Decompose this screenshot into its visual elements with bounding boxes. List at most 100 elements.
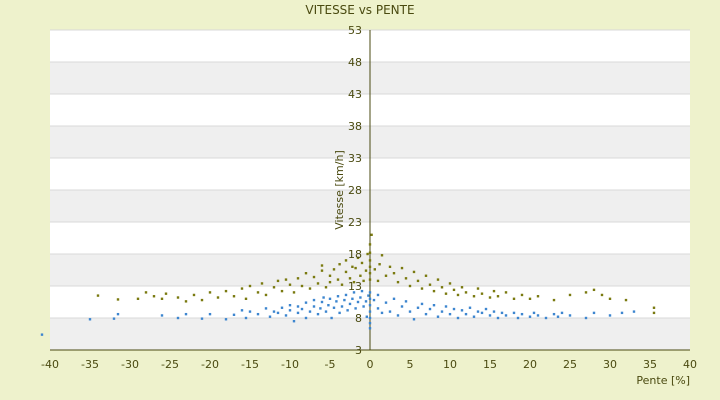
scatter-point <box>248 284 252 288</box>
scatter-point <box>592 311 596 315</box>
scatter-point <box>296 311 300 315</box>
scatter-point <box>356 300 360 304</box>
scatter-point <box>412 270 416 274</box>
scatter-point <box>200 317 204 320</box>
scatter-point <box>368 251 372 254</box>
scatter-point <box>88 318 92 321</box>
scatter-point <box>436 315 440 318</box>
scatter-point <box>432 304 436 307</box>
scatter-point <box>624 298 628 302</box>
scatter-point <box>380 311 384 315</box>
scatter-point <box>536 295 540 298</box>
scatter-point <box>448 282 452 285</box>
scatter-point <box>322 296 325 299</box>
x-tick-label: 0 <box>367 358 374 371</box>
scatter-point <box>448 312 452 316</box>
scatter-point <box>444 305 448 308</box>
scatter-point <box>268 315 272 318</box>
scatter-point <box>338 263 341 266</box>
scatter-point <box>552 312 556 316</box>
scatter-point <box>136 297 140 300</box>
scatter-point <box>344 293 348 297</box>
scatter-point <box>296 305 300 308</box>
y-tick-label: 23 <box>348 216 362 229</box>
scatter-point <box>232 313 236 316</box>
x-tick-label: 40 <box>683 358 697 371</box>
scatter-point <box>476 310 480 313</box>
scatter-point <box>176 316 180 320</box>
scatter-point <box>240 287 244 290</box>
scatter-point <box>452 288 456 292</box>
scatter-point <box>384 301 388 304</box>
scatter-point <box>412 318 416 321</box>
scatter-point <box>460 286 464 289</box>
scatter-point <box>316 282 320 285</box>
scatter-point <box>404 300 408 303</box>
scatter-point <box>468 306 472 309</box>
scatter-point <box>620 311 624 315</box>
scatter-point <box>330 316 333 320</box>
x-tick-label: 25 <box>563 358 577 371</box>
y-tick-label: 8 <box>355 312 362 325</box>
x-tick-label: -35 <box>81 358 99 371</box>
scatter-point <box>296 277 300 280</box>
scatter-point <box>360 289 364 293</box>
scatter-point <box>520 312 524 316</box>
scatter-point <box>292 320 296 323</box>
scatter-point <box>327 304 330 307</box>
scatter-point <box>388 265 392 268</box>
scatter-point <box>200 298 204 302</box>
scatter-point <box>464 312 468 316</box>
scatter-point <box>556 315 560 318</box>
scatter-point <box>144 291 148 294</box>
chart-title: VITESSE vs PENTE <box>305 3 414 17</box>
scatter-point <box>440 286 444 289</box>
scatter-point <box>456 293 460 297</box>
scatter-point <box>536 314 540 317</box>
scatter-point <box>368 291 372 294</box>
scatter-point <box>368 327 372 330</box>
scatter-point <box>335 300 338 303</box>
x-tick-label: 5 <box>407 358 414 371</box>
scatter-point <box>528 315 532 318</box>
scatter-point <box>288 309 292 312</box>
scatter-point <box>300 284 304 288</box>
scatter-point <box>312 275 316 279</box>
x-tick-label: 35 <box>643 358 657 371</box>
scatter-point <box>340 283 344 286</box>
scatter-point <box>424 312 428 316</box>
scatter-point <box>316 312 320 316</box>
scatter-point <box>476 287 480 290</box>
scatter-point <box>368 297 372 300</box>
scatter-point <box>160 314 164 317</box>
x-tick-label: -20 <box>201 358 219 371</box>
scatter-point <box>116 312 120 316</box>
scatter-point <box>260 282 264 285</box>
scatter-point <box>328 274 332 277</box>
scatter-point <box>324 310 328 313</box>
scatter-point <box>568 293 572 297</box>
scatter-point <box>584 291 588 294</box>
scatter-point <box>480 292 484 295</box>
scatter-point <box>432 289 436 293</box>
scatter-point <box>416 279 420 283</box>
scatter-point <box>354 266 357 270</box>
scatter-point <box>488 314 492 317</box>
scatter-point <box>308 310 312 313</box>
scatter-point <box>320 264 324 267</box>
data-points <box>40 233 656 336</box>
y-tick-label: 18 <box>348 248 362 261</box>
scatter-point <box>184 312 188 316</box>
scatter-point <box>388 310 392 313</box>
scatter-point <box>276 279 280 283</box>
scatter-point <box>308 287 312 290</box>
scatter-point <box>284 278 288 281</box>
scatter-point <box>312 305 316 308</box>
scatter-point <box>359 274 362 277</box>
scatter-point <box>372 298 376 302</box>
scatter-point <box>520 293 524 297</box>
y-tick-label: 43 <box>348 88 362 101</box>
scatter-point <box>592 288 596 292</box>
scatter-point <box>408 310 412 313</box>
